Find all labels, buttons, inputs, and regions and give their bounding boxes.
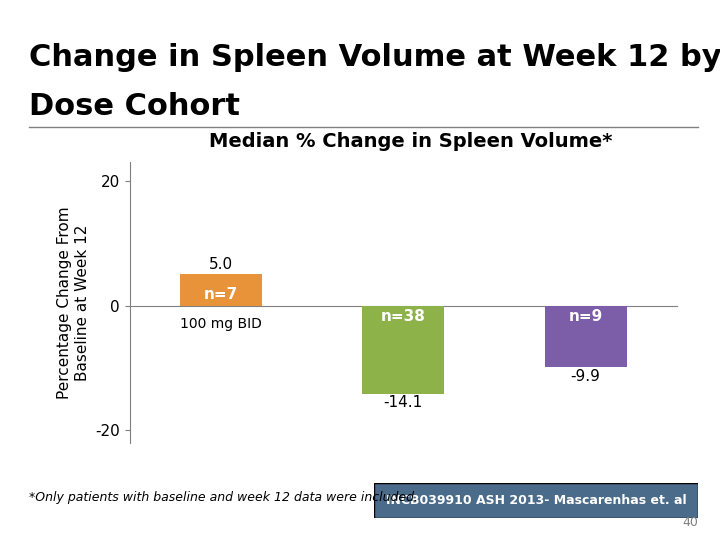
Text: 5.0: 5.0 xyxy=(209,258,233,273)
Text: INCB039910 ASH 2013- Mascarenhas et. al: INCB039910 ASH 2013- Mascarenhas et. al xyxy=(386,494,687,508)
Text: 40: 40 xyxy=(683,516,698,529)
Text: *Only patients with baseline and week 12 data were included.: *Only patients with baseline and week 12… xyxy=(29,491,418,504)
Text: Change in Spleen Volume at Week 12 by: Change in Spleen Volume at Week 12 by xyxy=(29,43,720,72)
Text: Dose Cohort: Dose Cohort xyxy=(29,92,240,121)
Bar xyxy=(180,274,262,306)
Text: n=38: n=38 xyxy=(381,309,426,323)
Text: n=9: n=9 xyxy=(569,309,603,323)
Bar xyxy=(544,306,626,367)
Text: -9.9: -9.9 xyxy=(571,369,600,384)
Text: Median % Change in Spleen Volume*: Median % Change in Spleen Volume* xyxy=(209,132,612,151)
Bar xyxy=(362,306,444,394)
FancyBboxPatch shape xyxy=(374,483,698,518)
Text: -14.1: -14.1 xyxy=(384,395,423,410)
Text: n=7: n=7 xyxy=(204,287,238,302)
Y-axis label: Percentage Change From
Baseline at Week 12: Percentage Change From Baseline at Week … xyxy=(57,206,89,399)
